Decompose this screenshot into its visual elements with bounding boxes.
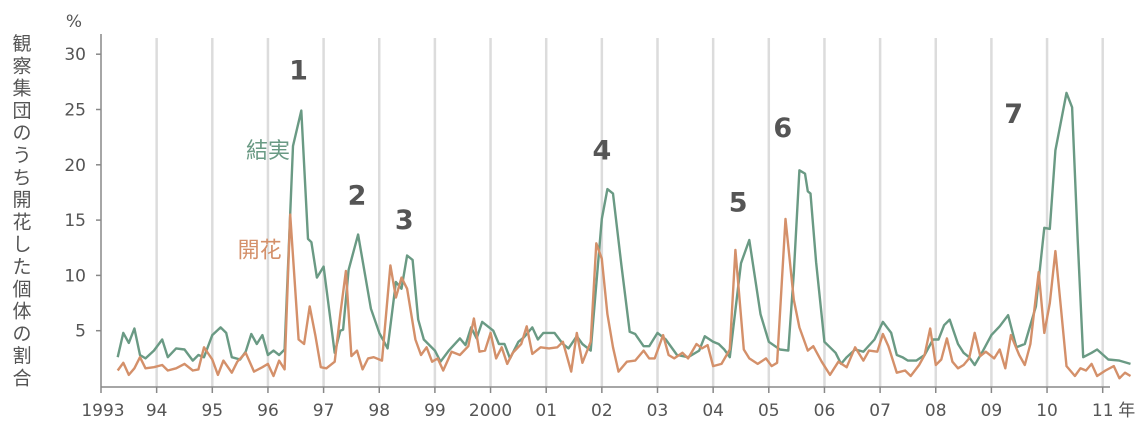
- x-tick-label: 07: [869, 401, 891, 421]
- y-axis-label-char: ち: [12, 167, 31, 189]
- x-tick-label: 11: [1092, 401, 1114, 421]
- series-label: 結実: [246, 139, 290, 164]
- peak-annotation-5: 5: [729, 187, 748, 218]
- peak-annotation-7: 7: [1004, 99, 1023, 130]
- y-unit-label: %: [66, 12, 82, 32]
- series-line-fruiting: [116, 91, 1131, 367]
- y-axis-label-char: 集: [12, 78, 31, 100]
- x-tick-label: 94: [146, 401, 168, 421]
- y-tick-label: 30: [64, 45, 86, 65]
- peak-annotation-1: 1: [289, 56, 308, 87]
- x-tick-label: 1993: [81, 401, 124, 421]
- y-tick-label: 5: [75, 322, 86, 342]
- y-axis-label-char: 花: [12, 211, 31, 233]
- x-tick-label: 08: [925, 401, 947, 421]
- y-axis-label-char: 開: [12, 189, 31, 211]
- y-axis-label-char: た: [12, 256, 31, 278]
- x-tick-label: 09: [981, 401, 1003, 421]
- y-axis-label-char: う: [12, 145, 31, 167]
- x-tick-label: 04: [702, 401, 724, 421]
- peak-annotation-3: 3: [395, 205, 414, 236]
- peak-annotation-4: 4: [592, 135, 611, 166]
- x-tick-label: 95: [201, 401, 223, 421]
- x-tick-label: 01: [535, 401, 557, 421]
- series-label: 開花: [238, 239, 282, 264]
- y-tick-label: 20: [64, 156, 86, 176]
- y-axis-label-char: 個: [12, 278, 31, 300]
- peak-annotation-6: 6: [773, 113, 792, 144]
- y-axis-label-char: 合: [12, 368, 31, 390]
- x-tick-label: 02: [591, 401, 613, 421]
- x-tick-label: 97: [313, 401, 335, 421]
- y-tick-label: 10: [64, 266, 86, 286]
- x-tick-label: 96: [257, 401, 279, 421]
- series-line-flowering: [116, 213, 1132, 380]
- x-tick-label: 2000: [469, 401, 512, 421]
- x-unit-label: 年: [1118, 401, 1135, 421]
- peak-annotation-2: 2: [348, 181, 367, 212]
- x-tick-label: 03: [647, 401, 669, 421]
- x-tick-label: 05: [758, 401, 780, 421]
- x-tick-label: 06: [814, 401, 836, 421]
- y-axis-label-char: 観: [12, 33, 31, 55]
- y-axis-label-char: 体: [12, 301, 31, 323]
- y-axis-label-char: の: [12, 323, 31, 345]
- y-tick-label: 15: [64, 211, 86, 231]
- x-tick-label: 98: [368, 401, 390, 421]
- y-axis-label-char: の: [12, 122, 31, 144]
- y-axis-label-char: 団: [12, 100, 31, 122]
- series-lines: [116, 91, 1132, 380]
- x-tick-label: 99: [424, 401, 446, 421]
- x-tick-label: 10: [1036, 401, 1058, 421]
- y-axis-label-char: 割: [12, 345, 31, 367]
- y-tick-label: 25: [64, 101, 86, 121]
- y-axis-label-char: 察: [12, 55, 31, 77]
- y-axis-label-char: し: [12, 234, 31, 256]
